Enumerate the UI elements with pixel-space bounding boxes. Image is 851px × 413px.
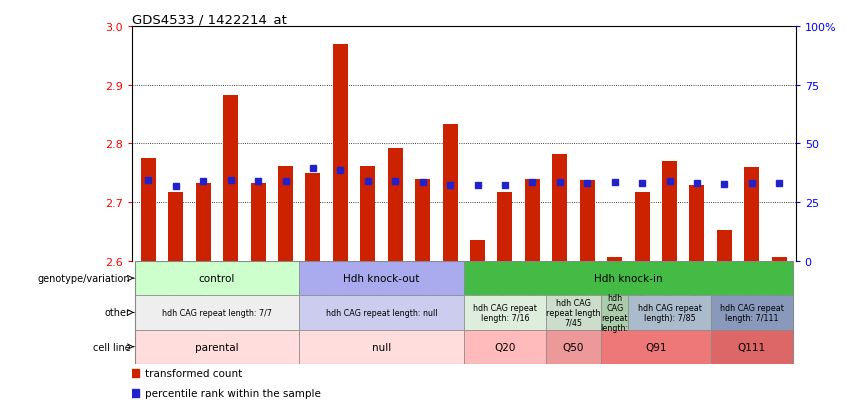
Text: hdh CAG repeat
length: 7/111: hdh CAG repeat length: 7/111 <box>720 303 784 322</box>
Bar <box>168 192 183 261</box>
Bar <box>628 296 711 330</box>
Text: cell line: cell line <box>93 342 130 352</box>
Bar <box>601 296 628 330</box>
Bar <box>607 257 622 261</box>
Text: hdh CAG repeat
length: 7/16: hdh CAG repeat length: 7/16 <box>473 303 537 322</box>
Bar <box>525 179 540 261</box>
Text: hdh CAG
repeat length
7/45: hdh CAG repeat length 7/45 <box>546 298 601 327</box>
Bar <box>717 231 732 261</box>
Bar <box>134 261 300 296</box>
Bar <box>140 159 156 261</box>
Bar <box>635 192 649 261</box>
Bar <box>443 125 458 261</box>
Bar <box>278 166 293 261</box>
Text: Q20: Q20 <box>494 342 516 352</box>
Bar <box>464 296 546 330</box>
Bar <box>662 162 677 261</box>
Text: parental: parental <box>195 342 239 352</box>
Bar <box>388 148 403 261</box>
Bar <box>333 45 348 261</box>
Text: Q50: Q50 <box>563 342 584 352</box>
Bar <box>134 296 300 330</box>
Text: Hdh knock-out: Hdh knock-out <box>343 273 420 283</box>
Bar <box>415 179 431 261</box>
Bar <box>306 173 321 261</box>
Bar <box>464 261 793 296</box>
Text: other: other <box>105 308 130 318</box>
Text: transformed count: transformed count <box>146 368 243 378</box>
Text: genotype/variation: genotype/variation <box>38 273 130 283</box>
Bar <box>580 180 595 261</box>
Text: Q91: Q91 <box>645 342 666 352</box>
Bar <box>300 330 464 364</box>
Bar <box>546 330 601 364</box>
Bar <box>464 330 546 364</box>
Bar <box>470 241 485 261</box>
Bar <box>601 330 711 364</box>
Text: Hdh knock-in: Hdh knock-in <box>594 273 663 283</box>
Bar <box>546 296 601 330</box>
Text: Q111: Q111 <box>738 342 766 352</box>
Bar <box>300 296 464 330</box>
Bar <box>745 168 759 261</box>
Bar <box>552 154 568 261</box>
Bar <box>223 96 238 261</box>
Text: hdh
CAG
repeat
length:: hdh CAG repeat length: <box>601 293 629 332</box>
Text: hdh CAG repeat length: null: hdh CAG repeat length: null <box>326 308 437 317</box>
Text: hdh CAG repeat
length): 7/85: hdh CAG repeat length): 7/85 <box>637 303 701 322</box>
Bar <box>196 184 211 261</box>
Text: control: control <box>199 273 235 283</box>
Bar <box>772 257 787 261</box>
Text: null: null <box>372 342 391 352</box>
Bar <box>360 166 375 261</box>
Bar <box>250 183 266 261</box>
Bar <box>497 192 512 261</box>
Bar <box>711 330 793 364</box>
Text: percentile rank within the sample: percentile rank within the sample <box>146 388 321 398</box>
Text: hdh CAG repeat length: 7/7: hdh CAG repeat length: 7/7 <box>162 308 272 317</box>
Text: GDS4533 / 1422214_at: GDS4533 / 1422214_at <box>132 13 287 26</box>
Bar <box>300 261 464 296</box>
Bar <box>134 330 300 364</box>
Bar <box>689 185 705 261</box>
Bar <box>711 296 793 330</box>
